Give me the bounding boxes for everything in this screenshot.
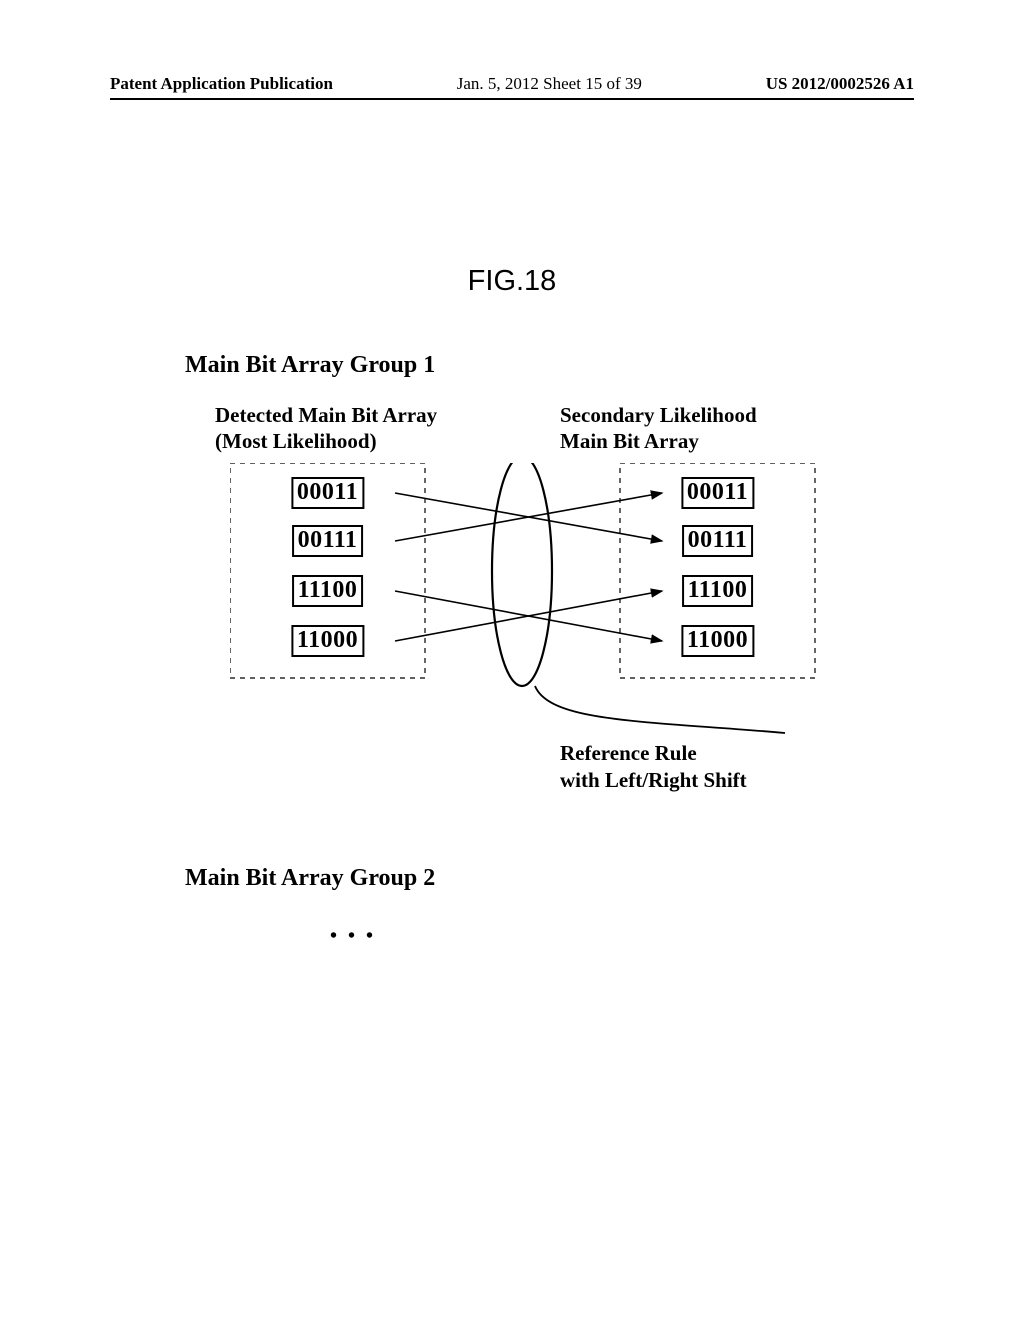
right-label-line2: Main Bit Array	[560, 429, 699, 453]
header-row: Patent Application Publication Jan. 5, 2…	[110, 74, 914, 94]
right-label-line1: Secondary Likelihood	[560, 403, 757, 427]
ref-rule-line2: with Left/Right Shift	[560, 768, 747, 792]
left-column-label: Detected Main Bit Array (Most Likelihood…	[215, 402, 437, 455]
right-bit-1: 00111	[682, 525, 754, 557]
right-bit-0: 00011	[681, 477, 754, 509]
right-bit-2: 11100	[682, 575, 754, 607]
group2-title: Main Bit Array Group 2	[185, 865, 435, 892]
bit-array-diagram: 00011 00111 11100 11000 00011 00111 1110…	[230, 463, 820, 723]
header-left: Patent Application Publication	[110, 74, 333, 94]
ref-rule-line1: Reference Rule	[560, 741, 697, 765]
right-column-label: Secondary Likelihood Main Bit Array	[560, 402, 757, 455]
group2-ellipsis: • • •	[330, 925, 376, 948]
header-center: Jan. 5, 2012 Sheet 15 of 39	[457, 74, 642, 94]
right-bit-column: 00011 00111 11100 11000	[620, 463, 815, 678]
left-label-line1: Detected Main Bit Array	[215, 403, 437, 427]
figure-title: FIG.18	[0, 265, 1024, 298]
left-label-line2: (Most Likelihood)	[215, 429, 377, 453]
reference-rule-label: Reference Rule with Left/Right Shift	[560, 740, 747, 795]
reference-rule-ellipse	[492, 463, 552, 686]
left-bit-2: 11100	[292, 575, 364, 607]
callout-leader	[535, 686, 785, 733]
left-bit-3: 11000	[291, 625, 364, 657]
left-bit-column: 00011 00111 11100 11000	[230, 463, 425, 678]
header-right: US 2012/0002526 A1	[766, 74, 914, 94]
page-header: Patent Application Publication Jan. 5, 2…	[110, 74, 914, 100]
left-bit-0: 00011	[291, 477, 364, 509]
right-bit-3: 11000	[681, 625, 754, 657]
left-bit-1: 00111	[292, 525, 364, 557]
group1-title: Main Bit Array Group 1	[185, 352, 435, 379]
